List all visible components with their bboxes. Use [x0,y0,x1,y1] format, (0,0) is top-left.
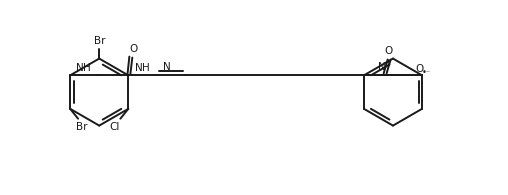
Text: O: O [385,46,393,56]
Text: Br: Br [76,121,88,132]
Text: H: H [142,63,150,74]
Text: Br: Br [94,36,106,46]
Text: Cl: Cl [109,121,120,132]
Text: H: H [83,63,91,74]
Text: O: O [415,64,423,74]
Text: O: O [129,44,138,54]
Text: N: N [378,62,386,72]
Text: +: + [385,58,391,67]
Text: N: N [163,62,171,72]
Text: N: N [76,63,84,74]
Text: •⁻: •⁻ [422,68,431,77]
Text: N: N [135,63,143,74]
